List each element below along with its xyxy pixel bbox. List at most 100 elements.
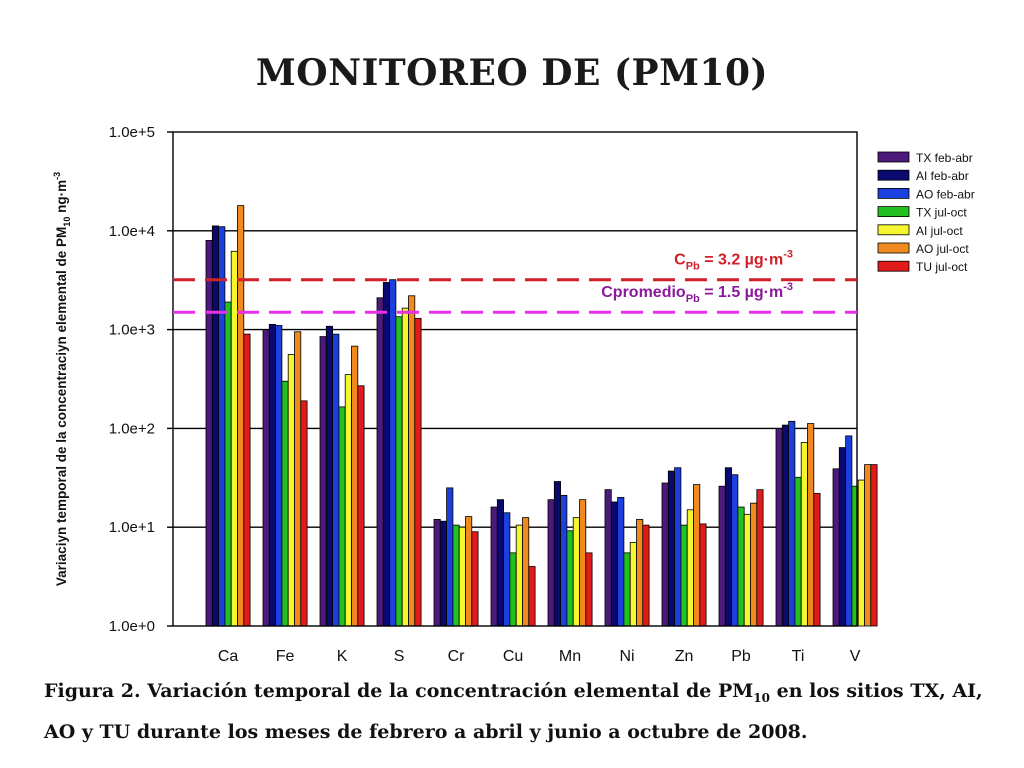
bar-v-ai-jul-oct bbox=[857, 479, 865, 627]
y-axis-label-sup: -3 bbox=[52, 172, 62, 180]
bar-zn-tx-feb-abr bbox=[661, 482, 669, 627]
caption-sub: 10 bbox=[753, 690, 770, 705]
reference-line-label: CPb = 3.2 µg·m-3 bbox=[674, 249, 793, 273]
y-tick-label: 1.0e+2 bbox=[109, 420, 155, 437]
legend-swatch bbox=[877, 151, 910, 163]
x-tick-label: Cr bbox=[448, 648, 466, 665]
bar-zn-ai-jul-oct bbox=[686, 509, 694, 627]
bar-ti-ao-jul-oct bbox=[807, 423, 815, 627]
legend-swatch bbox=[877, 242, 910, 254]
legend-swatch bbox=[877, 206, 910, 218]
bar-ca-ao-feb-abr bbox=[218, 226, 226, 627]
bar-cu-ao-feb-abr bbox=[503, 512, 511, 627]
bar-fe-ao-jul-oct bbox=[294, 331, 302, 627]
x-tick-label: V bbox=[850, 648, 861, 665]
legend-swatch bbox=[877, 224, 910, 236]
bar-pb-ai-feb-abr bbox=[724, 467, 732, 627]
bar-groups bbox=[205, 205, 878, 627]
x-tick-label: Pb bbox=[731, 648, 751, 665]
y-tick-label: 1.0e+0 bbox=[109, 618, 155, 635]
legend-label: AO feb-abr bbox=[916, 187, 975, 201]
bar-fe-ao-feb-abr bbox=[275, 325, 283, 627]
legend-swatch bbox=[877, 169, 910, 181]
legend-swatch bbox=[877, 187, 910, 199]
legend-swatch bbox=[877, 260, 910, 272]
bar-zn-ai-feb-abr bbox=[667, 470, 675, 627]
bar-pb-ai-jul-oct bbox=[743, 513, 751, 627]
bar-ti-ai-feb-abr bbox=[781, 424, 789, 627]
bar-chart: CPb = 3.2 µg·m-3 CpromedioPb = 1.5 µg·m-3… bbox=[52, 124, 975, 665]
x-tick-label: Fe bbox=[276, 648, 295, 665]
bar-k-ao-feb-abr bbox=[332, 333, 340, 627]
bar-pb-tx-feb-abr bbox=[718, 485, 726, 627]
bar-s-tx-feb-abr bbox=[376, 297, 384, 627]
chart-title: MONITOREO DE (PM10) bbox=[255, 52, 769, 94]
reference-lines: CPb = 3.2 µg·m-3 CpromedioPb = 1.5 µg·m-3 bbox=[173, 249, 857, 314]
bar-fe-tu-jul-oct bbox=[300, 400, 308, 627]
bar-ni-tu-jul-oct bbox=[642, 524, 650, 627]
bar-mn-tx-jul-oct bbox=[566, 530, 574, 627]
bar-s-ai-jul-oct bbox=[401, 307, 409, 627]
bar-pb-ao-feb-abr bbox=[731, 474, 739, 627]
bar-mn-tu-jul-oct bbox=[585, 552, 593, 627]
bar-k-tu-jul-oct bbox=[357, 385, 365, 627]
bar-ca-tx-jul-oct bbox=[224, 301, 232, 627]
legend-label: TX jul-oct bbox=[916, 206, 967, 220]
caption-part2: en los sitios TX, AI, AO y TU durante lo… bbox=[44, 680, 983, 743]
x-tick-label: Zn bbox=[675, 648, 694, 665]
bar-cr-ao-jul-oct bbox=[465, 516, 473, 627]
bar-zn-tu-jul-oct bbox=[699, 523, 707, 627]
bar-ti-ao-feb-abr bbox=[788, 420, 796, 627]
bar-ni-ao-jul-oct bbox=[636, 518, 644, 627]
bar-cu-ai-jul-oct bbox=[515, 524, 523, 627]
y-axis-label: Variaciyn temporal de la concentraciyn e… bbox=[52, 172, 72, 586]
y-tick-label: 1.0e+4 bbox=[109, 223, 155, 240]
bar-k-tx-feb-abr bbox=[319, 336, 327, 627]
y-axis-label-text2: ng·m bbox=[54, 180, 69, 217]
legend-label: TU jul-oct bbox=[916, 260, 968, 274]
bar-zn-ao-jul-oct bbox=[693, 484, 701, 627]
bar-fe-ai-jul-oct bbox=[287, 354, 295, 627]
bar-k-ai-feb-abr bbox=[325, 325, 333, 627]
legend-label: AO jul-oct bbox=[916, 242, 969, 256]
bar-fe-tx-feb-abr bbox=[262, 329, 270, 627]
bar-zn-tx-jul-oct bbox=[680, 524, 688, 627]
bar-v-tu-jul-oct bbox=[870, 464, 878, 627]
bar-s-ao-feb-abr bbox=[389, 279, 397, 627]
bar-pb-tx-jul-oct bbox=[737, 506, 745, 627]
x-tick-label: S bbox=[394, 648, 405, 665]
reference-line-label: CpromedioPb = 1.5 µg·m-3 bbox=[601, 281, 793, 305]
bar-v-ai-feb-abr bbox=[838, 447, 846, 627]
bar-s-tx-jul-oct bbox=[395, 316, 403, 627]
x-tick-label: Ti bbox=[792, 648, 805, 665]
bar-ni-ai-jul-oct bbox=[629, 542, 637, 627]
x-tick-label: Ca bbox=[218, 648, 239, 665]
bar-ti-tu-jul-oct bbox=[813, 492, 821, 627]
bar-cu-tx-jul-oct bbox=[509, 552, 517, 627]
bar-cr-ai-feb-abr bbox=[439, 520, 447, 627]
bar-ni-ao-feb-abr bbox=[617, 497, 625, 627]
bar-v-ao-jul-oct bbox=[864, 464, 872, 627]
x-tick-label: K bbox=[337, 648, 348, 665]
bar-v-tx-feb-abr bbox=[832, 468, 840, 627]
bar-ca-ai-jul-oct bbox=[230, 250, 238, 627]
bar-k-tx-jul-oct bbox=[338, 406, 346, 627]
x-tick-label: Mn bbox=[559, 648, 581, 665]
figure-caption: Figura 2. Variación temporal de la conce… bbox=[44, 674, 994, 749]
legend-label: TX feb-abr bbox=[916, 151, 973, 165]
legend: TX feb-abr AI feb-abr AO feb-abr TX jul-oct… bbox=[877, 151, 975, 274]
plot-frame bbox=[172, 131, 858, 627]
y-tick-label: 1.0e+3 bbox=[109, 322, 155, 339]
bar-mn-ao-jul-oct bbox=[579, 499, 587, 627]
bar-ca-ai-feb-abr bbox=[211, 225, 220, 627]
bar-ni-ai-feb-abr bbox=[610, 501, 618, 627]
x-axis-ticks: Ca Fe K S Cr Cu Mn Ni Zn Pb Ti V bbox=[218, 648, 861, 665]
bar-ca-tx-feb-abr bbox=[205, 239, 213, 627]
y-axis-label-text1: Variaciyn temporal de la concentraciyn e… bbox=[54, 227, 69, 586]
bar-pb-ao-jul-oct bbox=[750, 502, 758, 627]
bar-cu-ao-jul-oct bbox=[522, 517, 530, 627]
bar-pb-tu-jul-oct bbox=[756, 489, 764, 627]
x-tick-label: Ni bbox=[619, 648, 634, 665]
bar-fe-ai-feb-abr bbox=[268, 323, 276, 627]
bar-ni-tx-feb-abr bbox=[604, 489, 612, 627]
